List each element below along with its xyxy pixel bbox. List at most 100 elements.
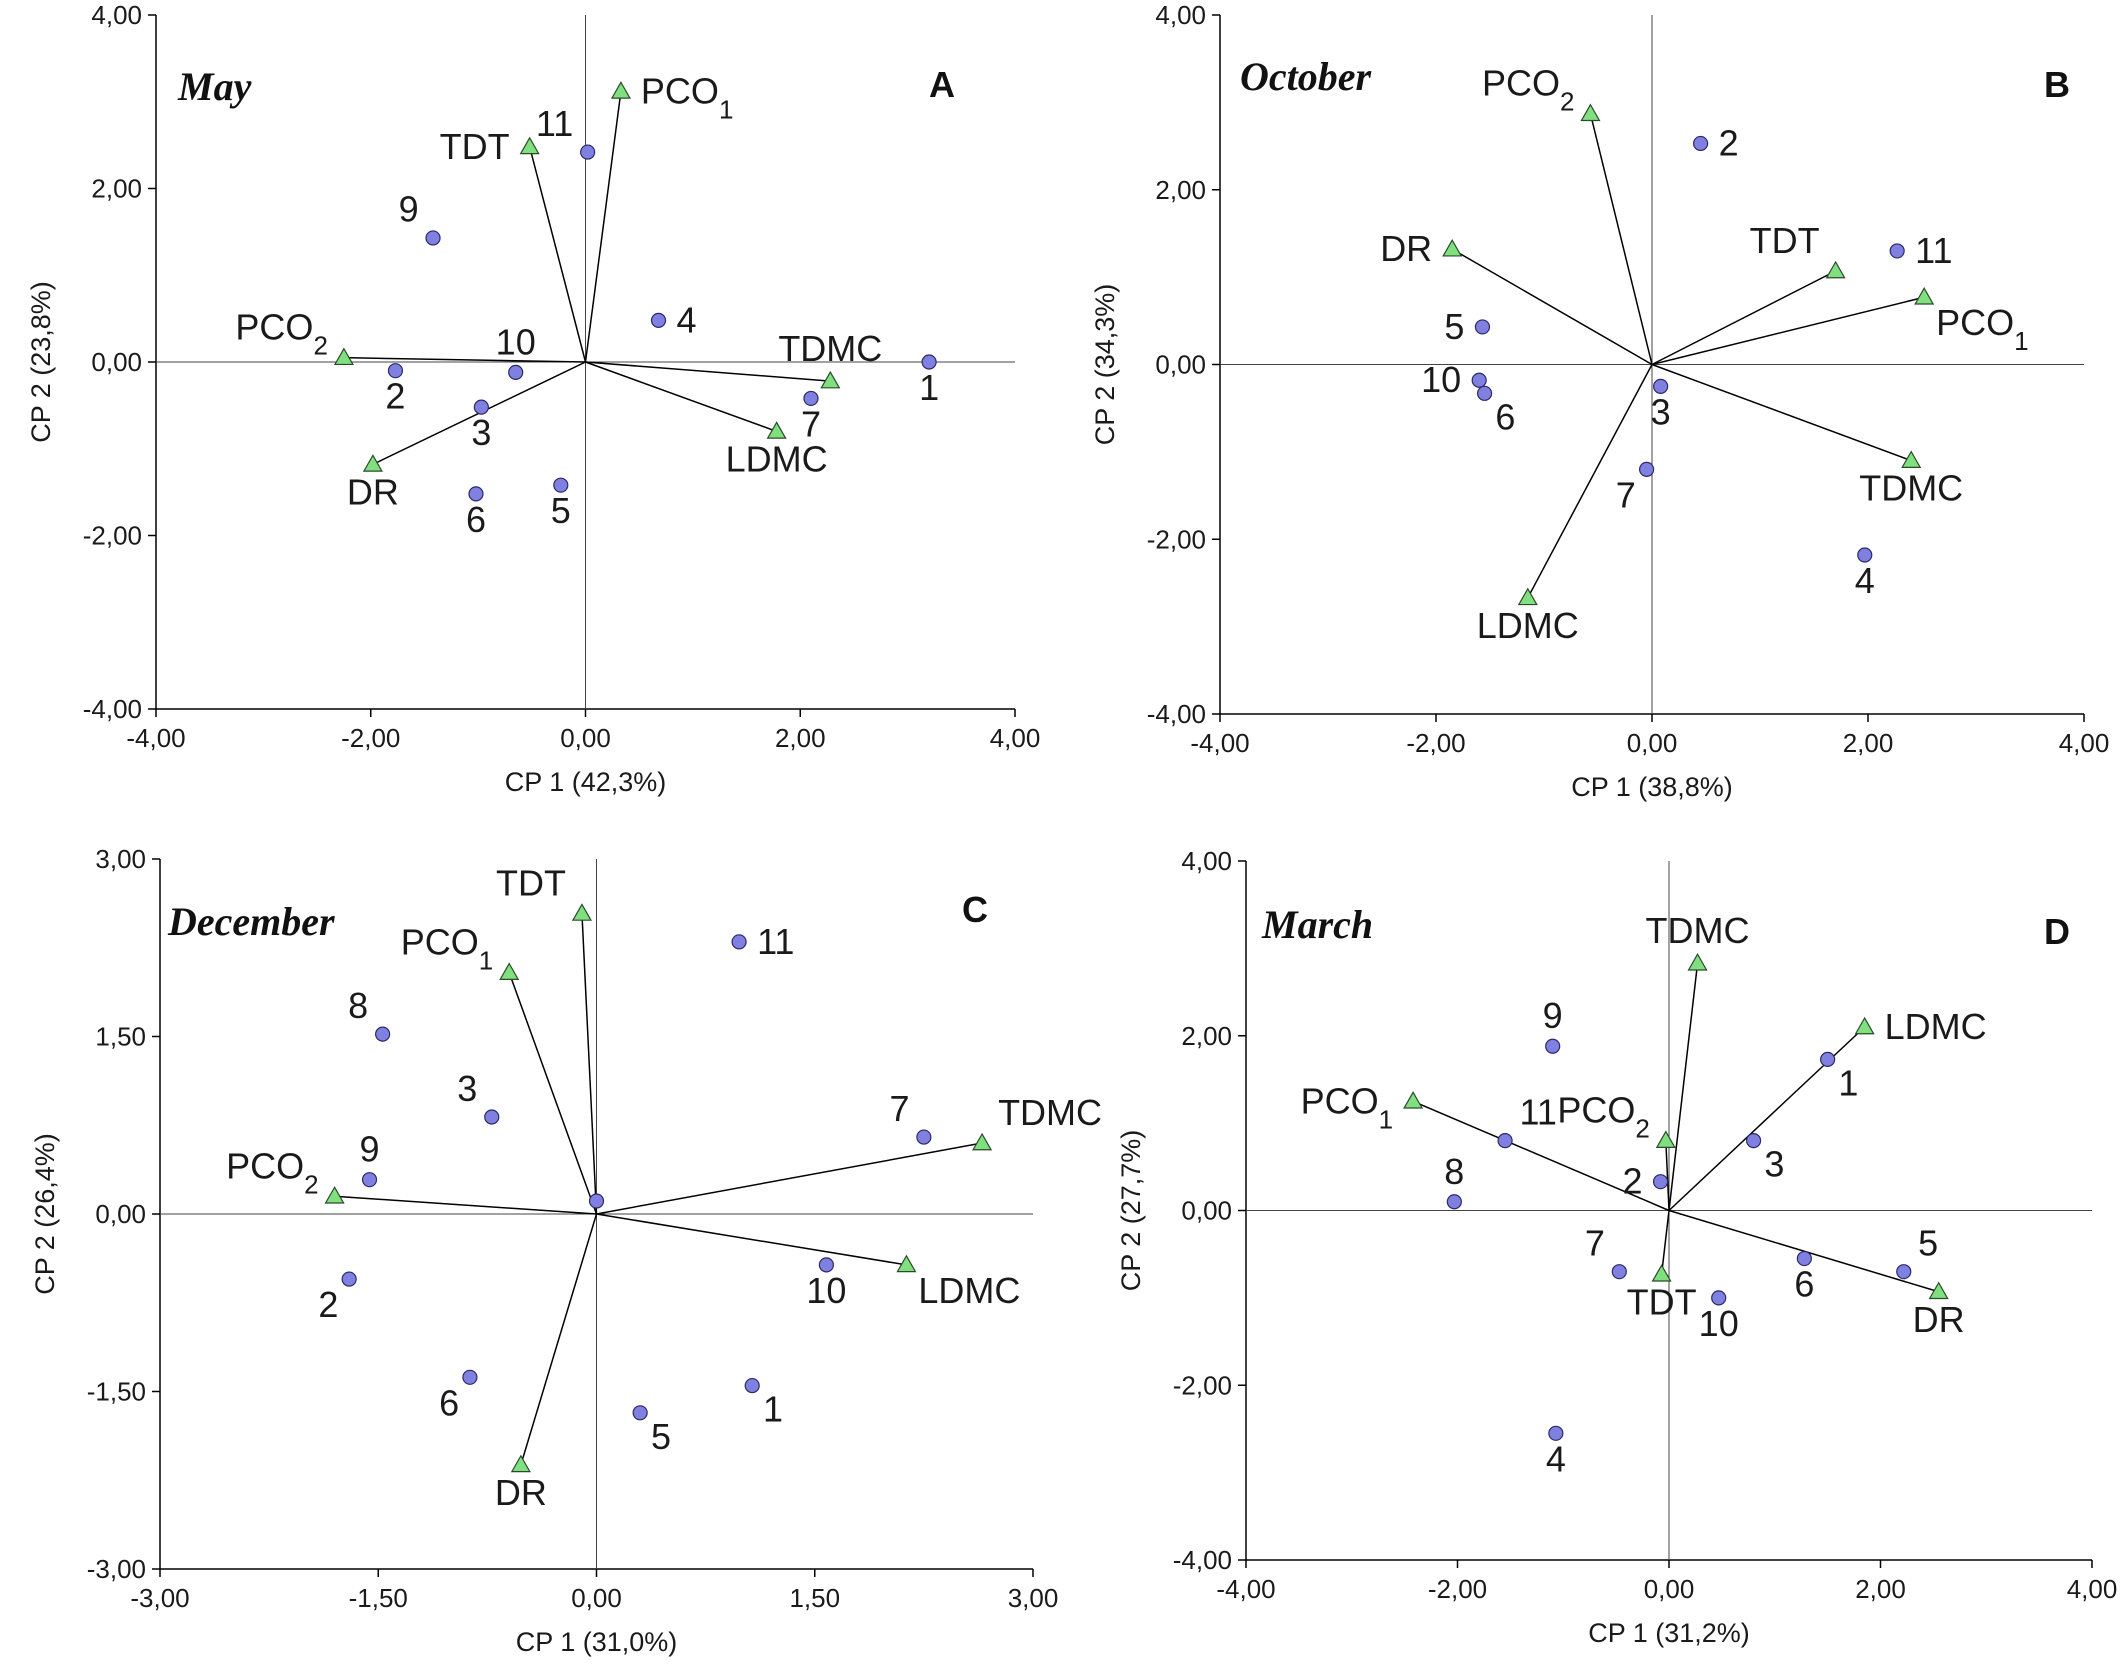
- x-tick-label: -4,00: [126, 723, 185, 753]
- x-axis-title: CP 1 (31,0%): [516, 1627, 678, 1657]
- sample-point: [468, 486, 484, 502]
- sample-label: 2: [385, 376, 405, 417]
- sample-label: 7: [1616, 474, 1636, 515]
- variable-marker: [1687, 953, 1708, 971]
- y-tick-label: 0,00: [1155, 350, 1206, 380]
- variable-label: TDT: [440, 126, 510, 167]
- variable-label: DR: [347, 471, 399, 512]
- panel-letter: C: [962, 889, 988, 930]
- variable-label: PCO2: [226, 1145, 318, 1199]
- panel-month-title: December: [167, 899, 335, 944]
- x-tick-label: 1,50: [789, 1583, 840, 1613]
- variable-marker: [324, 1186, 345, 1204]
- variable-label: PCO1: [641, 70, 733, 124]
- y-tick-label: 1,50: [95, 1022, 146, 1052]
- x-tick-label: -1,50: [349, 1583, 408, 1613]
- sample-label: 5: [1918, 1222, 1938, 1263]
- sample-label: 1: [919, 367, 939, 408]
- sample-point: [921, 354, 937, 370]
- y-tick-label: -4,00: [83, 694, 142, 724]
- variable-marker: [1651, 1264, 1672, 1282]
- sample-label: 5: [651, 1416, 671, 1457]
- variable-label: DR: [495, 1472, 547, 1513]
- variable-vector: [1665, 1140, 1670, 1211]
- variable-label: LDMC: [1885, 1006, 1987, 1047]
- sample-point: [1446, 1194, 1462, 1210]
- sample-point: [731, 934, 747, 950]
- x-tick-label: 0,00: [560, 723, 611, 753]
- y-tick-label: 4,00: [1181, 846, 1232, 876]
- sample-point: [1545, 1038, 1561, 1054]
- variable-label: LDMC: [918, 1270, 1020, 1311]
- sample-label: 7: [889, 1088, 909, 1129]
- variable-vector: [1527, 364, 1653, 599]
- y-tick-label: -3,00: [87, 1554, 146, 1584]
- sample-label: 6: [1495, 396, 1515, 437]
- panel-letter: D: [2044, 911, 2070, 952]
- variable-marker: [1825, 260, 1846, 279]
- sample-label: 2: [1719, 122, 1739, 163]
- variable-label: TDT: [496, 862, 566, 903]
- sample-point: [484, 1109, 500, 1125]
- panel-month-title: May: [177, 64, 252, 109]
- sample-label: 4: [1546, 1438, 1566, 1479]
- sample-label: 8: [348, 985, 368, 1026]
- variable-vector: [520, 1213, 598, 1466]
- sample-label: 7: [1585, 1222, 1605, 1263]
- sample-label: 3: [457, 1068, 477, 1109]
- sample-label: 3: [1651, 391, 1671, 432]
- variable-vector: [584, 91, 622, 363]
- x-tick-label: -4,00: [1216, 1574, 1275, 1604]
- variable-marker: [820, 370, 841, 389]
- x-tick-label: 3,00: [1008, 1583, 1059, 1613]
- variable-label: PCO2: [1557, 1090, 1649, 1144]
- sample-label: 2: [1623, 1161, 1643, 1202]
- sample-point: [425, 230, 441, 246]
- x-tick-label: -2,00: [1406, 728, 1465, 758]
- y-tick-label: 0,00: [95, 1199, 146, 1229]
- variable-marker: [1580, 103, 1601, 122]
- sample-label: 4: [677, 299, 697, 340]
- y-tick-label: 2,00: [1155, 175, 1206, 205]
- sample-point: [1497, 1132, 1513, 1149]
- panel-b: -4,00 -2,00 0,00 2,00 4,00 -4,00 -2,00 0,00 2,00…: [1090, 0, 2109, 802]
- variable-label: LDMC: [1477, 605, 1579, 646]
- variable-marker: [519, 136, 540, 155]
- variable-marker: [1442, 238, 1463, 257]
- sample-label: 2: [318, 1284, 338, 1325]
- x-tick-label: -4,00: [1190, 728, 1249, 758]
- x-tick-label: 2,00: [1843, 728, 1894, 758]
- variable-vector: [1651, 270, 1836, 366]
- x-tick-label: -2,00: [341, 723, 400, 753]
- variable-label: TDT: [1750, 220, 1820, 261]
- sample-label: 5: [551, 490, 571, 531]
- variable-marker: [1517, 587, 1538, 606]
- sample-label: 11: [536, 103, 573, 144]
- sample-point: [803, 390, 819, 407]
- sample-point: [375, 1026, 391, 1042]
- variable-vector: [585, 361, 831, 382]
- sample-point: [1857, 547, 1873, 563]
- variable-marker: [896, 1254, 917, 1273]
- sample-point: [916, 1129, 932, 1145]
- sample-point: [508, 364, 524, 381]
- variable-vector: [596, 1213, 907, 1266]
- variable-marker: [510, 1454, 531, 1473]
- variable-label: TDMC: [778, 328, 882, 369]
- variable-vector: [581, 913, 598, 1215]
- sample-label: 4: [1855, 560, 1875, 601]
- sample-point: [1711, 1290, 1727, 1306]
- sample-label: 11: [1915, 230, 1952, 271]
- y-tick-label: 0,00: [1181, 1196, 1232, 1226]
- sample-label: 10: [496, 321, 536, 362]
- variable-label: TDMC: [1859, 468, 1963, 509]
- sample-point: [744, 1377, 760, 1394]
- sample-label: 6: [439, 1382, 459, 1423]
- variable-label: LDMC: [726, 438, 828, 479]
- variable-label: TDMC: [1646, 910, 1750, 951]
- panel-d: -4,00 -2,00 0,00 2,00 4,00 -4,00 -2,00 0,00 2,00…: [1116, 846, 2117, 1648]
- x-tick-label: 0,00: [571, 1583, 622, 1613]
- x-tick-label: -3,00: [130, 1583, 189, 1613]
- variable-vector: [1412, 1100, 1670, 1212]
